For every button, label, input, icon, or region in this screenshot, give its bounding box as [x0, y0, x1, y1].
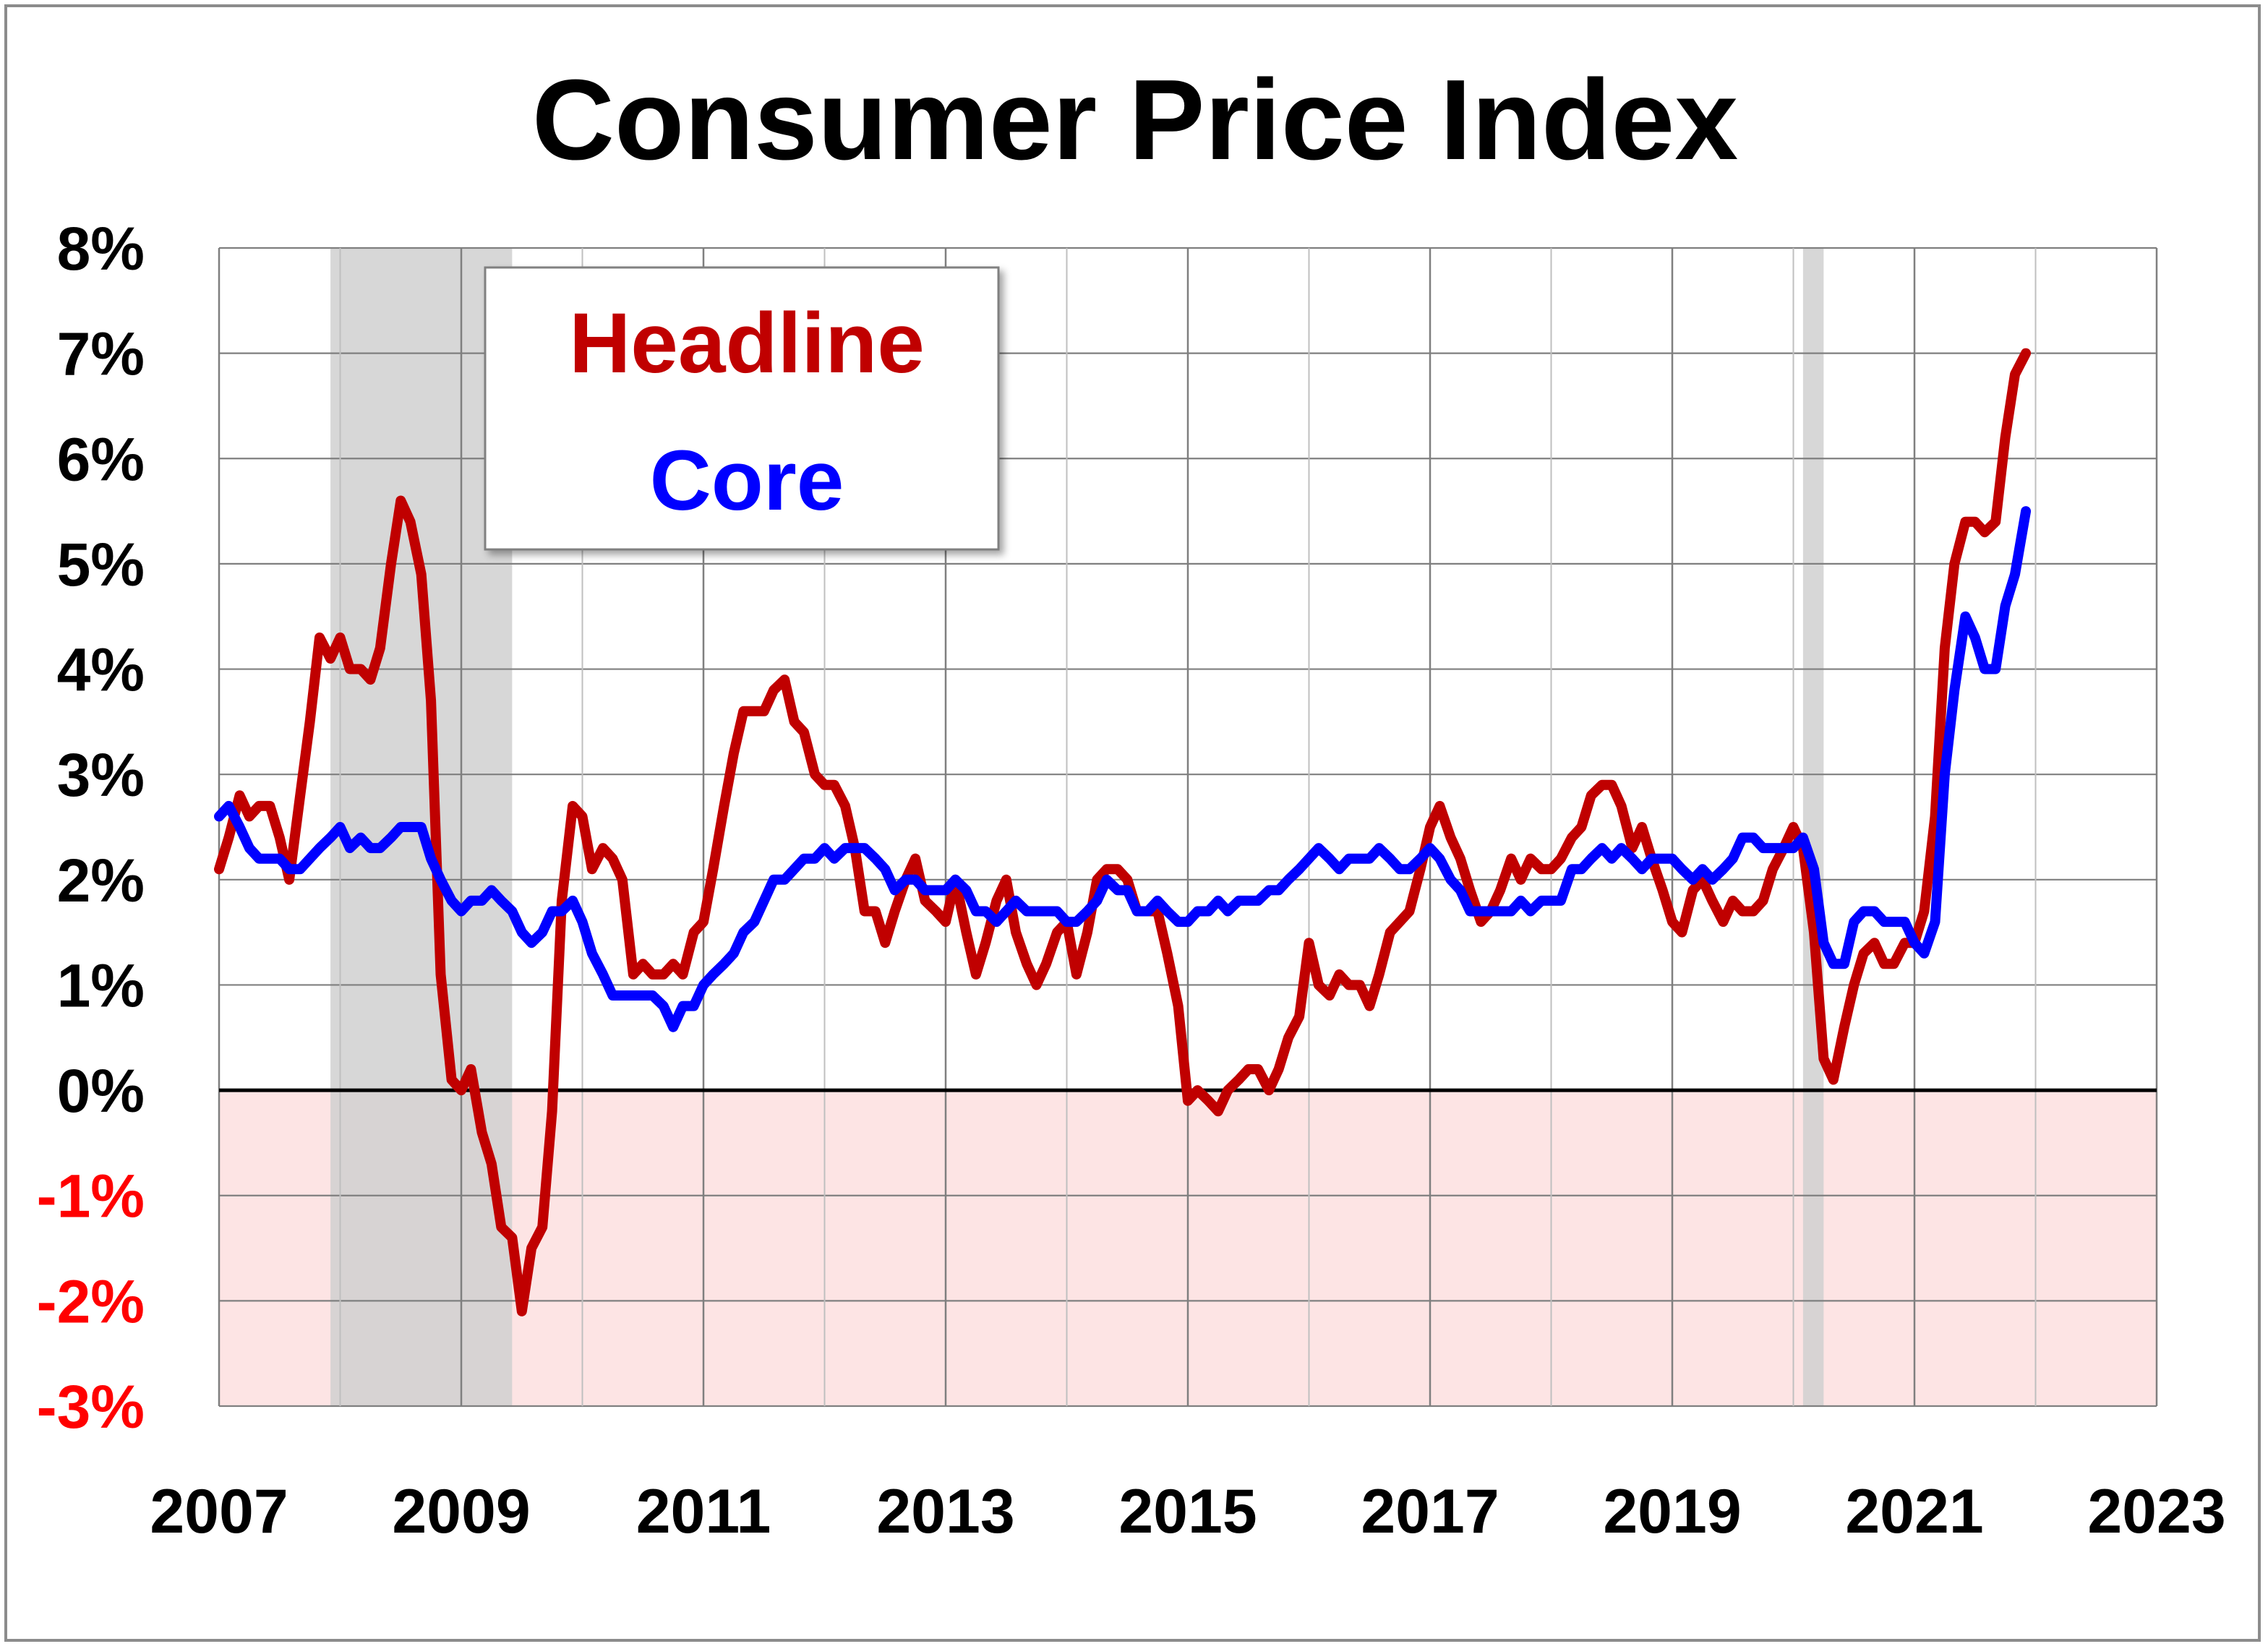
- x-tick-label: 2019: [1603, 1477, 1741, 1546]
- y-tick-label: 7%: [57, 320, 145, 388]
- recession-band-2: [1802, 248, 1824, 1406]
- chart-frame: [4, 4, 2261, 1642]
- y-tick-label: -1%: [37, 1162, 145, 1230]
- y-tick-label: 1%: [57, 951, 145, 1019]
- x-axis-ticks: 2007 2009 2011 2013 2015 2017 2019 2021 2023: [150, 1477, 2225, 1546]
- x-tick-label: 2013: [876, 1477, 1014, 1546]
- chart-title: Consumer Price Index: [532, 56, 1738, 184]
- x-tick-label: 2015: [1118, 1477, 1257, 1546]
- core-line: [214, 506, 2032, 1032]
- y-tick-label: 3%: [57, 741, 145, 809]
- x-tick-label: 2009: [392, 1477, 530, 1546]
- headline-line: [214, 348, 2032, 1316]
- y-tick-label: 8%: [57, 215, 145, 283]
- legend-headline-label: Headline: [569, 296, 925, 391]
- x-tick-label: 2007: [150, 1477, 288, 1546]
- y-tick-label: 2%: [57, 847, 145, 915]
- y-axis-ticks: 8% 7% 6% 5% 4% 3% 2% 1% 0% -1% -2% -3%: [37, 215, 145, 1441]
- data-series: [214, 348, 2032, 1316]
- y-tick-label: -2%: [37, 1267, 145, 1335]
- legend-box: [484, 266, 1000, 551]
- legend-core-label: Core: [650, 433, 844, 528]
- y-tick-label: 5%: [57, 531, 145, 599]
- x-tick-label: 2023: [2087, 1477, 2225, 1546]
- y-tick-label: -3%: [37, 1373, 145, 1441]
- x-tick-label: 2017: [1361, 1477, 1499, 1546]
- x-tick-label: 2021: [1845, 1477, 1983, 1546]
- y-tick-label: 4%: [57, 636, 145, 704]
- legend: Headline Core: [484, 266, 1000, 551]
- x-tick-label: 2011: [636, 1477, 771, 1546]
- y-tick-label: 0%: [57, 1057, 145, 1125]
- y-tick-label: 6%: [57, 425, 145, 493]
